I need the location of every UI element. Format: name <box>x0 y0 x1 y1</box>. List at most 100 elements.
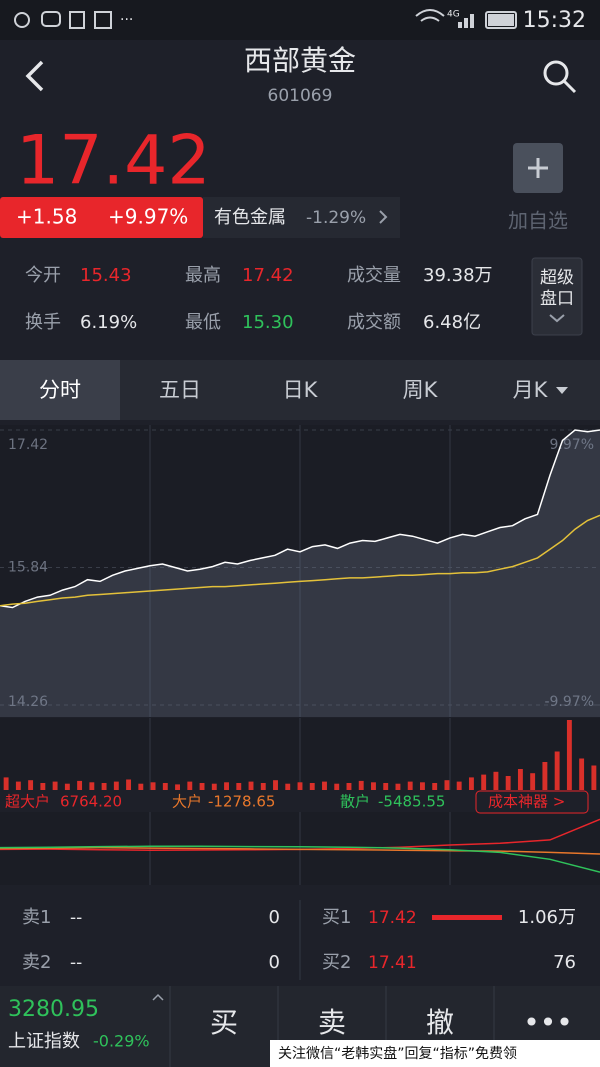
volume-bar <box>15 781 21 790</box>
index-value: 3280.95 <box>8 997 99 1022</box>
y2-tick-label: -9.97% <box>544 694 594 710</box>
volume-bar <box>211 783 217 790</box>
network-type: 4G <box>447 10 460 20</box>
tabs: 分时 五日 日K 周K 月K <box>39 378 549 402</box>
book-price: 17.41 <box>368 953 417 973</box>
tab[interactable]: 分时 <box>39 378 81 402</box>
action-button[interactable]: 买 <box>210 1006 238 1039</box>
volume-bar <box>481 774 487 790</box>
volume-bar <box>3 777 9 790</box>
clock: 15:32 <box>523 8 586 33</box>
volume-bar <box>579 758 585 790</box>
intraday-chart: 17.42 15.84 14.26 9.97% -9.97% <box>0 429 600 717</box>
flow-name: 大户 <box>172 793 202 811</box>
flow-labels: 超大户 6764.20 大户 -1278.65 散户 -5485.55 <box>5 793 445 811</box>
book-side: 买2 <box>322 952 351 973</box>
book-volume: 0 <box>269 952 280 973</box>
book-side: 卖2 <box>22 952 51 973</box>
volume-bar <box>150 782 156 790</box>
tab[interactable]: 五日 <box>159 378 201 402</box>
book-volume: 0 <box>269 907 280 928</box>
volume-bar <box>309 783 315 790</box>
watermark-bg <box>270 1040 600 1067</box>
cost-tool-label: 成本神器 > <box>488 793 565 811</box>
tab[interactable]: 周K <box>403 378 439 402</box>
index-name: 上证指数 <box>8 1031 80 1052</box>
tab[interactable]: 月K <box>513 378 549 402</box>
average-line <box>0 514 600 607</box>
volume-bar <box>554 751 560 790</box>
volume-bar <box>260 783 266 790</box>
action-button[interactable]: ••• <box>523 1006 573 1039</box>
stat-label: 成交量 <box>347 265 401 286</box>
volume-bar <box>493 771 499 790</box>
volume-bar <box>383 783 389 790</box>
search-button[interactable] <box>543 60 577 94</box>
cost-tool-button[interactable] <box>475 790 589 814</box>
volume-bar <box>40 783 46 790</box>
volume-bar <box>456 781 462 790</box>
y2-tick-label: 9.97% <box>550 437 594 453</box>
volume-bar <box>371 782 376 790</box>
volume-bar <box>138 783 144 790</box>
book-price: -- <box>70 953 82 973</box>
super-panel-label: 超级 <box>540 268 574 288</box>
volume-bar <box>432 783 438 790</box>
volume-bar <box>187 781 193 790</box>
volume-bar <box>113 781 119 790</box>
volume-bar <box>444 780 450 790</box>
stat-value: 17.42 <box>242 265 294 286</box>
flow-name: 超大户 <box>5 793 50 811</box>
stat-value: 6.48亿 <box>423 312 481 333</box>
stat-value: 15.30 <box>242 312 294 333</box>
status-more: ··· <box>120 12 133 28</box>
sector-arrow <box>379 210 388 224</box>
volume-bar <box>530 773 536 790</box>
stat-value: 15.43 <box>80 265 132 286</box>
volume-bar <box>542 762 548 790</box>
flow-line <box>0 845 600 873</box>
action-button[interactable]: 撤 <box>426 1006 454 1039</box>
action-button[interactable]: 卖 <box>318 1006 346 1039</box>
book-price: -- <box>70 908 82 928</box>
stat-value: 6.19% <box>80 312 137 333</box>
book-volume: 76 <box>553 952 576 973</box>
stat-label: 最低 <box>185 312 221 333</box>
super-panel-button[interactable] <box>531 257 583 336</box>
volume-bar <box>358 780 364 790</box>
volume-bar <box>468 777 474 790</box>
depth-bar <box>432 915 502 920</box>
chevron <box>549 314 565 323</box>
book-side: 买1 <box>322 907 351 928</box>
volume-bar <box>566 720 572 790</box>
volume-bar <box>248 781 254 790</box>
volume-bar <box>297 782 303 790</box>
volume-bar <box>236 783 242 790</box>
actions: 买 卖 撤 ••• <box>210 1006 573 1039</box>
volume-bar <box>175 784 180 790</box>
volume-bar <box>52 781 58 790</box>
bottom-dividers <box>169 986 495 1067</box>
last-price: 17.42 <box>16 122 211 201</box>
price-area <box>0 430 600 717</box>
volume-bar <box>591 765 597 790</box>
price-line <box>0 429 600 609</box>
flow-chart <box>0 818 600 873</box>
sector-box[interactable] <box>203 197 400 238</box>
volume-bar <box>517 769 523 790</box>
stat-label: 成交额 <box>347 312 401 333</box>
index-change: -0.29% <box>93 1032 150 1051</box>
tab[interactable]: 日K <box>283 378 319 402</box>
volume-bar <box>89 782 95 790</box>
volume-bar <box>322 781 327 790</box>
super-panel-label: 盘口 <box>540 289 574 309</box>
volume-bar <box>273 780 278 790</box>
sector-name: 有色金属 <box>214 207 286 228</box>
volume-chart <box>3 720 597 790</box>
back-button[interactable] <box>25 60 44 92</box>
volume-bar <box>77 780 83 790</box>
y-tick-label: 17.42 <box>8 437 48 453</box>
